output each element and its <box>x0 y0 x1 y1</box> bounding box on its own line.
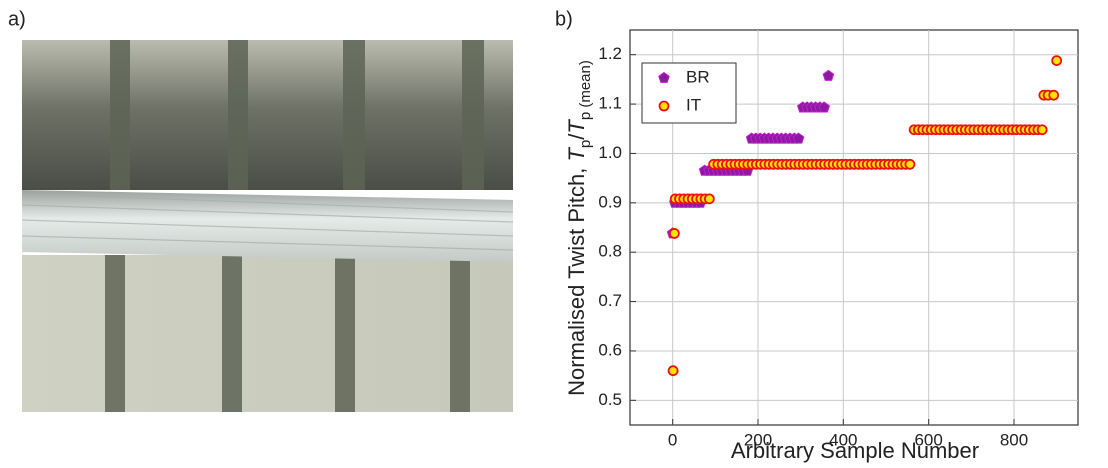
y-tick-label: 0.9 <box>598 192 622 211</box>
y-tick-label: 0.8 <box>598 242 622 261</box>
y-tick-label: 1.2 <box>598 44 622 63</box>
photo <box>21 40 514 412</box>
x-tick-label: 800 <box>1000 430 1028 449</box>
panel-label: a) <box>8 8 26 30</box>
y-label-part: Normalised Twist Pitch, <box>564 162 589 396</box>
y-tick-label: 0.6 <box>598 340 622 359</box>
point <box>1051 55 1063 67</box>
legend-marker <box>658 100 670 112</box>
x-tick-label: 600 <box>914 430 942 449</box>
y-axis-label: Normalised Twist Pitch, Tp/Tp (mean) <box>564 60 595 396</box>
legend-box <box>641 62 737 124</box>
legend-label: BR <box>686 67 710 86</box>
y-label-part: T <box>564 147 589 162</box>
panel-label: b) <box>555 8 573 30</box>
y-label-part: / <box>564 133 589 140</box>
point <box>904 158 916 170</box>
point <box>703 193 715 205</box>
legend-marker <box>658 71 670 83</box>
y-label-part: p <box>577 140 594 148</box>
y-tick-label: 0.5 <box>598 390 622 409</box>
point <box>1048 89 1060 101</box>
point <box>667 365 679 377</box>
legend-label: IT <box>686 95 701 114</box>
point <box>822 69 835 81</box>
y-label-part: p (mean) <box>577 60 594 120</box>
x-tick-label: 200 <box>744 430 772 449</box>
point <box>1036 124 1048 136</box>
point <box>818 101 830 113</box>
y-label-part: T <box>564 119 589 134</box>
y-tick-label: 1.1 <box>598 94 622 113</box>
point <box>792 132 805 144</box>
x-axis-label: Arbitrary Sample Number <box>731 438 979 463</box>
x-tick-label: 0 <box>668 430 677 449</box>
plot-frame <box>629 29 1079 426</box>
point <box>668 228 680 239</box>
y-tick-label: 1.0 <box>598 143 622 162</box>
x-tick-label: 400 <box>829 430 857 449</box>
y-tick-label: 0.7 <box>598 291 622 310</box>
